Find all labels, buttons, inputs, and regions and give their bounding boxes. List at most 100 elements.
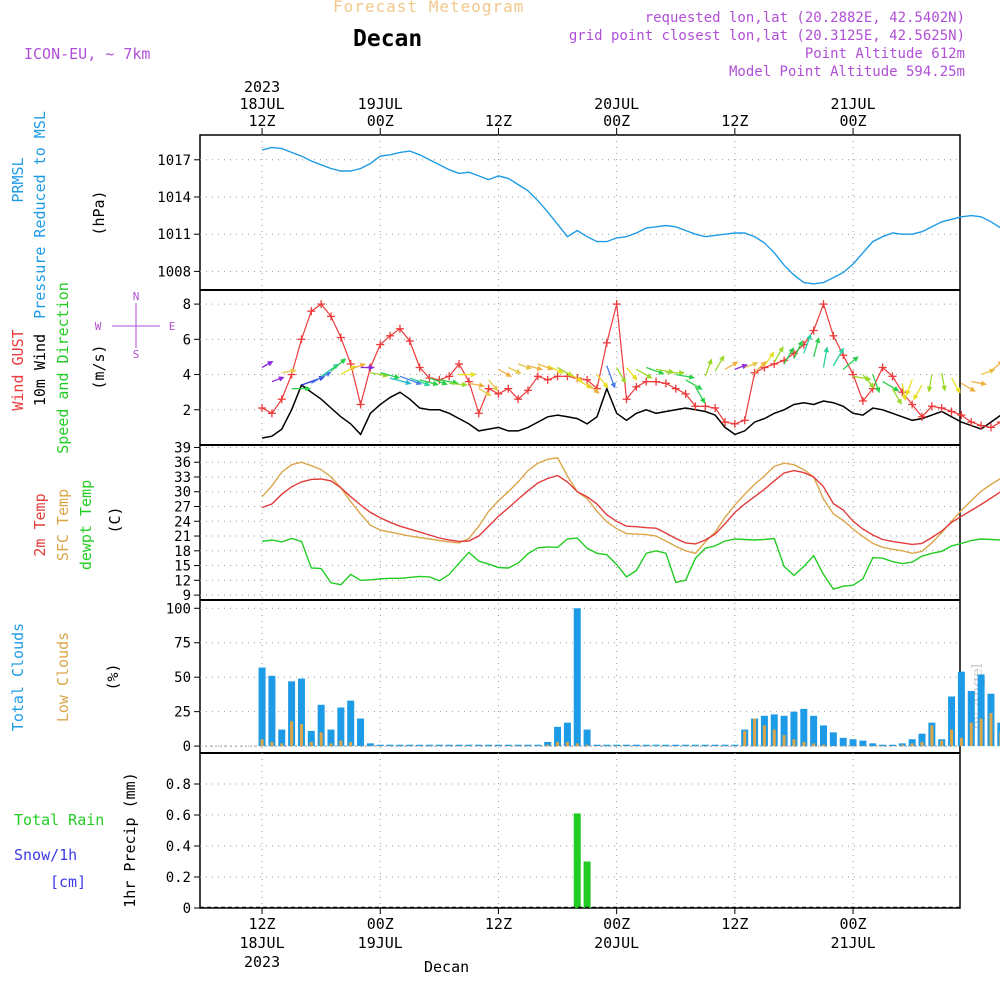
gust-marker — [671, 384, 680, 393]
total-cloud-bar — [475, 744, 483, 747]
low-cloud-bar — [309, 741, 313, 747]
bottom-time-label: 2023 — [244, 953, 280, 971]
wind-unit: (m/s) — [90, 344, 108, 389]
y-tick-label: 50 — [174, 670, 191, 686]
wind-direction-arrow — [842, 356, 859, 370]
total-cloud-bar — [504, 744, 512, 747]
low-cloud-bar — [585, 744, 589, 747]
gust-marker — [967, 418, 976, 427]
wind-direction-arrow — [961, 382, 976, 392]
wind-direction-arrow — [773, 346, 784, 363]
wind-direction-arrow — [399, 375, 423, 385]
wind-arrow-head — [536, 365, 543, 371]
gust-marker — [583, 375, 592, 384]
y-tick-label: 75 — [174, 636, 191, 652]
gust-marker — [307, 307, 316, 316]
low-cloud-bar — [339, 740, 343, 747]
low-cloud-bar — [989, 713, 993, 747]
gust-marker — [701, 402, 710, 411]
wind-direction-arrow — [636, 368, 653, 379]
wind-direction-arrow — [488, 379, 499, 392]
rain-bar — [583, 861, 591, 908]
cloud-label-total: Total Clouds — [9, 623, 27, 731]
cloud-label-low: Low Clouds — [54, 632, 72, 722]
wind-arrow-head — [901, 394, 908, 401]
gridpoint-coords: grid point closest lon,lat (20.3125E, 42… — [568, 28, 965, 44]
bottom-time-label: 18JUL — [239, 934, 284, 952]
total-cloud-bar — [691, 744, 699, 747]
top-time-label: 00Z — [603, 112, 630, 130]
total-cloud-bar — [711, 744, 719, 747]
y-tick-label: 0.8 — [166, 777, 191, 793]
wind-arrow-head — [602, 382, 609, 389]
wind-label-speed-dir: Speed and Direction — [54, 282, 72, 454]
total-cloud-bar — [317, 704, 325, 747]
point-altitude: Point Altitude 612m — [804, 46, 965, 62]
location-title: Decan — [353, 26, 423, 52]
gust-marker — [632, 382, 641, 391]
wind-direction-arrow — [822, 346, 829, 368]
low-cloud-bar — [319, 732, 323, 747]
wind-direction-arrow — [350, 363, 367, 370]
wind-arrow-head — [768, 351, 775, 358]
wind-arrow-head — [778, 346, 784, 353]
total-cloud-bar — [357, 718, 365, 747]
total-cloud-bar — [465, 744, 473, 747]
total-cloud-bar — [376, 744, 384, 747]
gust-marker — [918, 412, 927, 421]
total-cloud-bar — [416, 744, 424, 747]
wind-direction-arrow — [468, 382, 485, 388]
top-time-label: 20JUL — [594, 95, 639, 113]
gust-marker — [327, 312, 336, 321]
wind-arrow-head — [441, 380, 448, 386]
wind-arrow-head — [470, 371, 477, 378]
gust-marker — [898, 388, 907, 397]
bottom-time-label: 00Z — [603, 915, 630, 933]
wind-direction-arrow — [419, 379, 439, 387]
low-cloud-bar — [950, 729, 954, 747]
y-tick-label: 18 — [174, 544, 191, 560]
gust-marker — [730, 419, 739, 428]
wind-direction-arrow — [793, 339, 803, 359]
gust-marker — [612, 300, 621, 309]
temp-label-dewpt: dewpt Temp — [77, 480, 95, 570]
total-cloud-bar — [583, 729, 591, 747]
gust-marker — [642, 377, 651, 386]
y-tick-label: 1017 — [157, 153, 191, 169]
wind-direction-arrow — [478, 388, 492, 396]
model-name: ICON-EU, ~ 7km — [24, 45, 151, 63]
total-cloud-bar — [642, 744, 650, 747]
total-cloud-bar — [613, 744, 621, 747]
pressure-label-msl: Pressure Reduced to MSL — [31, 111, 49, 319]
gust-marker — [957, 411, 966, 420]
wind-direction-arrow — [606, 365, 616, 389]
bottom-time-label: 20JUL — [594, 934, 639, 952]
wind-direction-arrow — [803, 333, 812, 354]
gust-marker — [514, 395, 523, 404]
wind-direction-arrow — [330, 358, 347, 372]
wind-direction-arrow — [971, 380, 987, 387]
total-cloud-bar — [406, 744, 414, 747]
gust-marker — [681, 389, 690, 398]
wind-direction-arrow — [754, 360, 767, 374]
wind-arrow-head — [620, 377, 627, 384]
gust-marker — [336, 333, 345, 342]
compass-w: W — [95, 320, 102, 333]
wind-direction-arrow — [517, 363, 532, 370]
y-tick-label: 12 — [174, 573, 191, 589]
wind-arrow-head — [461, 381, 468, 388]
wind-arrow-head — [905, 389, 911, 396]
y-tick-label: 24 — [174, 514, 191, 530]
total-cloud-bar — [337, 707, 345, 747]
wind-direction-arrow — [459, 371, 477, 378]
bottom-time-label: 21JUL — [830, 934, 875, 952]
total-cloud-bar — [278, 729, 286, 747]
wind-direction-arrow — [271, 376, 285, 383]
wind-direction-arrow — [449, 381, 468, 388]
wind-direction-arrow — [734, 363, 748, 370]
total-cloud-bar — [957, 671, 965, 747]
gust-marker — [258, 404, 267, 413]
total-cloud-bar — [652, 744, 660, 747]
wind-direction-arrow — [714, 355, 725, 372]
